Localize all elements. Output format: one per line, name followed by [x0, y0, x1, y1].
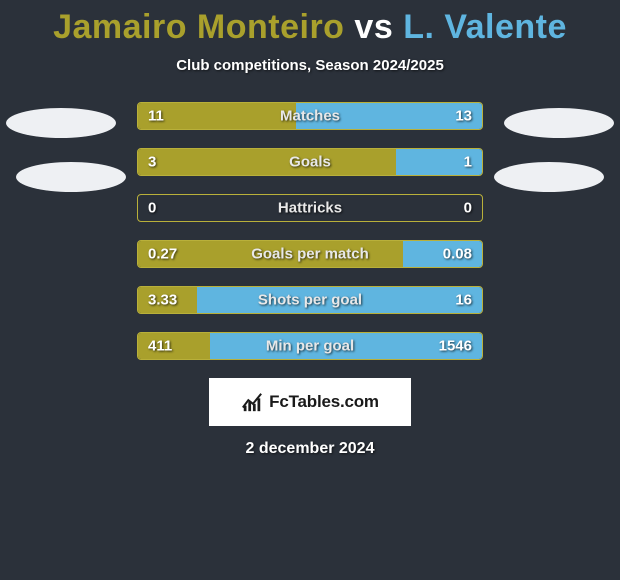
subtitle: Club competitions, Season 2024/2025 — [0, 57, 620, 74]
stat-label: Goals per match — [251, 246, 369, 263]
stat-label: Min per goal — [266, 338, 354, 355]
logo-text: FcTables.com — [269, 392, 379, 412]
stat-value-right: 0 — [464, 200, 472, 217]
logo-chart-icon — [241, 391, 263, 413]
stat-value-left: 0 — [148, 200, 156, 217]
date-text: 2 december 2024 — [0, 440, 620, 458]
stat-bar: 3.33 16 Shots per goal — [137, 286, 483, 314]
comparison-stage: 11 13 Matches 3 1 Goals 0 0 Hattricks 0.27 0.08 Goa… — [0, 102, 620, 360]
player2-photo-placeholder-bottom — [494, 162, 604, 192]
player1-photo-placeholder-bottom — [16, 162, 126, 192]
fctables-logo: FcTables.com — [209, 378, 411, 426]
stat-bar: 411 1546 Min per goal — [137, 332, 483, 360]
stat-bar: 3 1 Goals — [137, 148, 483, 176]
stat-value-left: 411 — [148, 338, 172, 355]
stat-value-right: 1 — [464, 154, 472, 171]
player1-photo-placeholder-top — [6, 108, 116, 138]
stat-value-right: 1546 — [439, 338, 472, 355]
stat-bar: 11 13 Matches — [137, 102, 483, 130]
stat-label: Shots per goal — [258, 292, 362, 309]
stat-value-right: 16 — [455, 292, 472, 309]
stat-value-right: 0.08 — [443, 246, 472, 263]
stat-value-right: 13 — [455, 108, 472, 125]
stat-value-left: 0.27 — [148, 246, 177, 263]
stat-label: Goals — [289, 154, 331, 171]
stat-label: Matches — [280, 108, 340, 125]
stat-bar: 0.27 0.08 Goals per match — [137, 240, 483, 268]
vs-text: vs — [354, 8, 393, 46]
stat-bar: 0 0 Hattricks — [137, 194, 483, 222]
player2-name: L. Valente — [403, 8, 567, 46]
stat-bar-fill-left — [138, 149, 396, 175]
stat-bars-container: 11 13 Matches 3 1 Goals 0 0 Hattricks 0.27 0.08 Goa… — [137, 102, 483, 360]
stat-value-left: 3 — [148, 154, 156, 171]
player2-photo-placeholder-top — [504, 108, 614, 138]
page-title: Jamairo Monteiro vs L. Valente — [0, 0, 620, 47]
stat-label: Hattricks — [278, 200, 342, 217]
stat-value-left: 3.33 — [148, 292, 177, 309]
stat-value-left: 11 — [148, 108, 164, 125]
player1-name: Jamairo Monteiro — [53, 8, 344, 46]
